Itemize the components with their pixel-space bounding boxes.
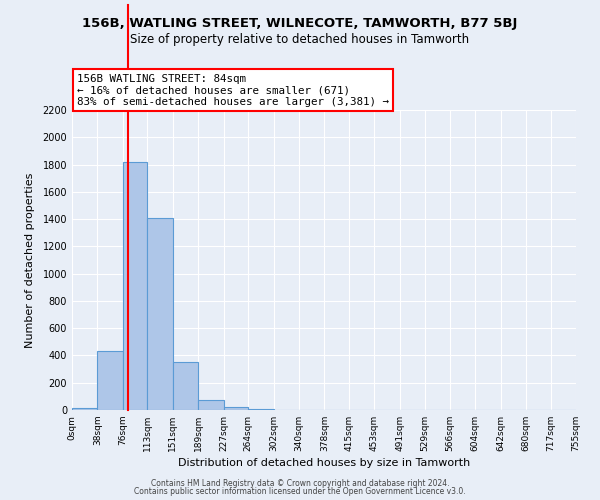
Bar [173, 362, 198, 410]
Text: Contains public sector information licensed under the Open Government Licence v3: Contains public sector information licen… [134, 487, 466, 496]
Bar [123, 162, 148, 410]
Text: 156B WATLING STREET: 84sqm
← 16% of detached houses are smaller (671)
83% of sem: 156B WATLING STREET: 84sqm ← 16% of deta… [77, 74, 389, 107]
Bar [248, 408, 274, 410]
Bar [72, 408, 97, 410]
Bar [198, 400, 224, 410]
Bar [148, 218, 173, 410]
Bar [224, 406, 248, 410]
X-axis label: Distribution of detached houses by size in Tamworth: Distribution of detached houses by size … [178, 458, 470, 468]
Text: 156B, WATLING STREET, WILNECOTE, TAMWORTH, B77 5BJ: 156B, WATLING STREET, WILNECOTE, TAMWORT… [82, 18, 518, 30]
Text: Size of property relative to detached houses in Tamworth: Size of property relative to detached ho… [130, 32, 470, 46]
Y-axis label: Number of detached properties: Number of detached properties [25, 172, 35, 348]
Bar [97, 352, 123, 410]
Text: Contains HM Land Registry data © Crown copyright and database right 2024.: Contains HM Land Registry data © Crown c… [151, 478, 449, 488]
